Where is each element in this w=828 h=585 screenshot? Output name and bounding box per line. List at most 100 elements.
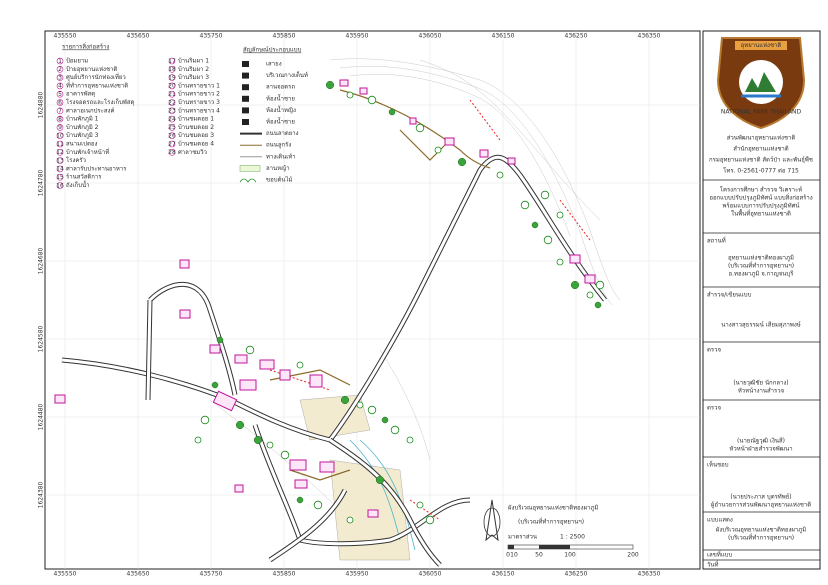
tree bbox=[416, 501, 424, 509]
title-block-text: ผู้อำนวยการส่วนพัฒนาอุทยานแห่งชาติ bbox=[711, 502, 811, 509]
tree bbox=[457, 157, 467, 167]
grid-label-left: 1624580 bbox=[38, 325, 45, 352]
logo bbox=[716, 37, 806, 130]
symbol-legend-item: เสาธง bbox=[266, 61, 282, 68]
tree bbox=[245, 345, 255, 355]
legend-number-circle bbox=[168, 74, 176, 81]
legend-number: 14 bbox=[56, 166, 64, 173]
legend-number-circle bbox=[56, 99, 64, 106]
tree bbox=[556, 258, 564, 266]
tree bbox=[346, 91, 354, 99]
tree bbox=[346, 516, 354, 524]
legend-item: ศาลาชมวิว bbox=[178, 149, 207, 156]
grid-label-bottom: 436250 bbox=[565, 571, 588, 578]
scale-bar bbox=[507, 544, 634, 550]
legend-number-circle bbox=[168, 115, 176, 123]
scale-tick: 10 bbox=[510, 552, 518, 559]
legend-number-circle bbox=[56, 132, 64, 139]
symbol-legend-title: สัญลักษณ์ประกอบแบบ bbox=[243, 46, 302, 54]
legend-item: บ้านริมผา 3 bbox=[178, 74, 209, 81]
tree bbox=[211, 381, 219, 389]
tree bbox=[253, 435, 263, 445]
legend-item: โรงจอดรถและโรงเก็บพัสดุ bbox=[66, 97, 134, 106]
tree bbox=[194, 436, 202, 444]
title-block-text: หัวหน้างานสำรวจ bbox=[738, 388, 784, 395]
title-block-text: (นายวุฒิชัย นักกลาง) bbox=[733, 380, 788, 387]
legend-number-circle bbox=[56, 149, 64, 156]
legend-item: ศูนย์บริการนักท่องเที่ยว bbox=[66, 73, 126, 81]
tree bbox=[496, 171, 504, 179]
legend-number-circle bbox=[168, 140, 176, 148]
legend-item: ป้อมยาม bbox=[66, 58, 88, 65]
legend-item: บ้านพักภูมิ 3 bbox=[66, 132, 99, 139]
legend-number: 21 bbox=[168, 91, 176, 98]
title-block-label: ตรวจ bbox=[707, 405, 721, 412]
grid-label-top: 436350 bbox=[638, 33, 661, 40]
legend-item: บ้านชมดอย 1 bbox=[178, 116, 214, 123]
tree bbox=[325, 80, 335, 90]
title-block-text: อุทยานแห่งชาติทองผาภูมิ bbox=[728, 255, 794, 262]
title-block-text: กรมอุทยานแห่งชาติ สัตว์ป่า และพันธุ์พืช bbox=[709, 156, 813, 164]
map-frame bbox=[44, 30, 701, 570]
symbol-legend-item: ถนนลูกรัง bbox=[266, 142, 291, 149]
title-block-label: สำรวจ/เขียนแบบ bbox=[707, 291, 752, 299]
legend-item: โรงครัว bbox=[66, 156, 86, 164]
grid-label-top: 436050 bbox=[419, 33, 442, 40]
tree bbox=[381, 416, 389, 424]
grid-label-bottom: 435950 bbox=[346, 571, 369, 578]
title-block-label: ตรวจ bbox=[707, 347, 721, 354]
tree bbox=[367, 405, 377, 415]
grid-label-bottom: 436050 bbox=[419, 571, 442, 578]
legend-item: ที่ทำการอุทยานแห่งชาติ bbox=[66, 81, 128, 89]
title-block-text: ส่วนพัฒนาอุทยานแห่งชาติ bbox=[727, 135, 796, 142]
legend-number-circle bbox=[168, 90, 176, 98]
title-block-text: พร้อมแบบการปรับปรุงภูมิทัศน์ bbox=[722, 202, 799, 210]
grid-label-bottom: 436350 bbox=[638, 571, 661, 578]
legend-number: 8 bbox=[58, 116, 62, 123]
legend-number: 17 bbox=[168, 58, 176, 65]
tree bbox=[434, 146, 442, 154]
title-block-text: โครงการศึกษา สำรวจ วิเคราะห์ bbox=[720, 186, 803, 194]
tree bbox=[367, 95, 377, 105]
symbol-legend-item: ขอบต้นไม้ bbox=[266, 176, 293, 184]
legend-item: สนามเปตอง bbox=[66, 141, 97, 148]
grid-label-left: 1624780 bbox=[38, 169, 45, 196]
scale-tick: 0 bbox=[506, 552, 510, 559]
title-block-label: วันที่ bbox=[707, 561, 718, 569]
grid-label-top: 435550 bbox=[54, 33, 77, 40]
title-block-label: แบบแสดง bbox=[707, 517, 733, 524]
grid-label-left: 1624480 bbox=[38, 403, 45, 430]
legend-item: บ้านทรายขาว 2 bbox=[178, 91, 220, 98]
title-block-dividers bbox=[703, 179, 820, 561]
scale-tick: 50 bbox=[535, 552, 543, 559]
tree bbox=[520, 200, 530, 210]
tree bbox=[200, 415, 210, 425]
symbol-legend-item: ห้องน้ำชาย bbox=[266, 116, 295, 126]
legend-number-circle bbox=[168, 82, 176, 90]
legend-item: ถังเก็บน้ำ bbox=[66, 179, 90, 189]
symbol-legend-item: ลานหญ้า bbox=[266, 165, 290, 172]
title-block-text: อ.ทองผาภูมิ จ.กาญจนบุรี bbox=[729, 270, 795, 278]
symbol-tree-edge bbox=[239, 178, 257, 183]
title-block-text: ในพื้นที่อุทยานแห่งชาติ bbox=[731, 208, 791, 218]
legend-item: ป้ายอุทยานแห่งชาติ bbox=[66, 66, 117, 73]
coordinate-grid bbox=[45, 31, 700, 569]
logo-text: NATIONAL PARK THAILAND bbox=[721, 109, 802, 116]
tree bbox=[540, 190, 550, 200]
tree bbox=[425, 515, 435, 525]
legend-number: 19 bbox=[168, 74, 176, 81]
legend-number-circle bbox=[56, 90, 64, 98]
tree bbox=[415, 123, 425, 133]
symbol-icon bbox=[242, 95, 249, 102]
grid-label-top: 436150 bbox=[492, 33, 515, 40]
legend-number-circle bbox=[56, 57, 64, 65]
grid-label-top: 435650 bbox=[127, 33, 150, 40]
logo-text: อุทยานแห่งชาติ bbox=[741, 42, 782, 49]
legend-number: 27 bbox=[168, 141, 176, 148]
legend-number: 11 bbox=[56, 141, 64, 148]
grid-label-top: 435850 bbox=[273, 33, 296, 40]
legend-item: บ้านทรายขาว 4 bbox=[178, 107, 220, 114]
legend-item: บ้านพักภูมิ 1 bbox=[66, 116, 99, 123]
tree bbox=[390, 425, 400, 435]
